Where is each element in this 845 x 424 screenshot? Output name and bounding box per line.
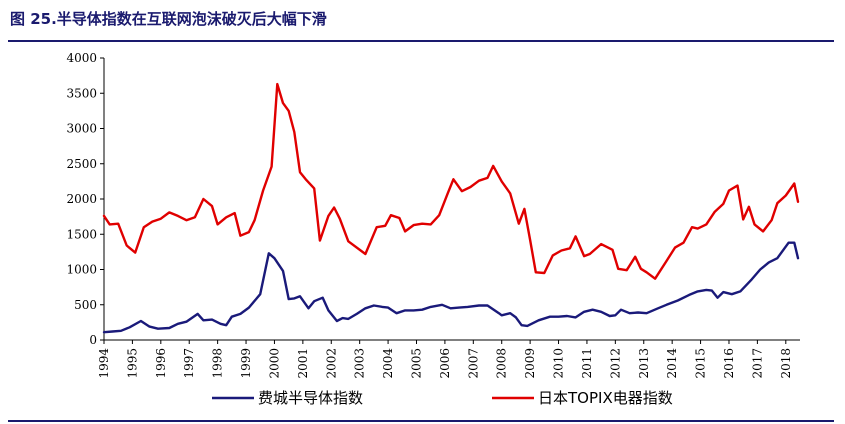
x-tick-label: 2009	[523, 348, 537, 379]
chart-series	[102, 82, 800, 334]
x-tick-label: 2014	[665, 348, 679, 379]
x-tick-label: 2007	[466, 348, 480, 379]
x-tick-label: 1995	[125, 348, 139, 379]
x-tick-label: 2004	[381, 348, 395, 379]
y-tick-label: 3000	[66, 122, 97, 136]
bottom-rule	[8, 420, 834, 422]
x-tick-label: 2017	[750, 348, 764, 379]
series-line-1	[102, 241, 800, 334]
figure-title: 图 25.半导体指数在互联网泡沫破灭后大幅下滑	[10, 10, 327, 28]
x-tick-label: 2005	[409, 348, 423, 379]
legend-label-1: 费城半导体指数	[258, 389, 363, 407]
x-tick-label: 2018	[779, 348, 793, 379]
chart-ticks: 0 500 1000 1500 2000 2500 3000 3500 4000 1994 1995…	[66, 51, 792, 379]
x-tick-label: 2008	[495, 348, 509, 379]
y-tick-label: 4000	[66, 51, 97, 65]
x-tick-label: 2012	[608, 348, 622, 379]
x-tick-label: 2010	[552, 348, 566, 379]
series-line-2	[102, 82, 800, 280]
x-tick-label: 1994	[97, 348, 111, 379]
x-tick-label: 2015	[694, 348, 708, 379]
title-rule	[8, 40, 834, 42]
y-tick-label: 2500	[66, 157, 97, 171]
y-tick-label: 2000	[66, 192, 97, 206]
y-tick-label: 3500	[66, 86, 97, 100]
y-tick-label: 0	[89, 333, 97, 347]
y-tick-label: 1500	[66, 227, 97, 241]
x-tick-label: 2000	[267, 348, 281, 379]
y-tick-label: 500	[74, 298, 97, 312]
x-tick-label: 2006	[438, 348, 452, 379]
x-tick-label: 2016	[722, 348, 736, 379]
x-tick-label: 2011	[580, 348, 594, 379]
x-tick-label: 2013	[637, 348, 651, 379]
y-tick-label: 1000	[66, 263, 97, 277]
x-tick-label: 2002	[324, 348, 338, 379]
x-tick-label: 1998	[211, 348, 225, 379]
x-tick-label: 1997	[182, 348, 196, 379]
x-tick-label: 2001	[296, 348, 310, 379]
x-tick-label: 1999	[239, 348, 253, 379]
x-tick-label: 2003	[353, 348, 367, 379]
chart-legend: 费城半导体指数 日本TOPIX电器指数	[212, 389, 673, 407]
x-tick-label: 1996	[154, 348, 168, 379]
legend-label-2: 日本TOPIX电器指数	[538, 389, 673, 407]
chart-axes	[103, 58, 800, 341]
